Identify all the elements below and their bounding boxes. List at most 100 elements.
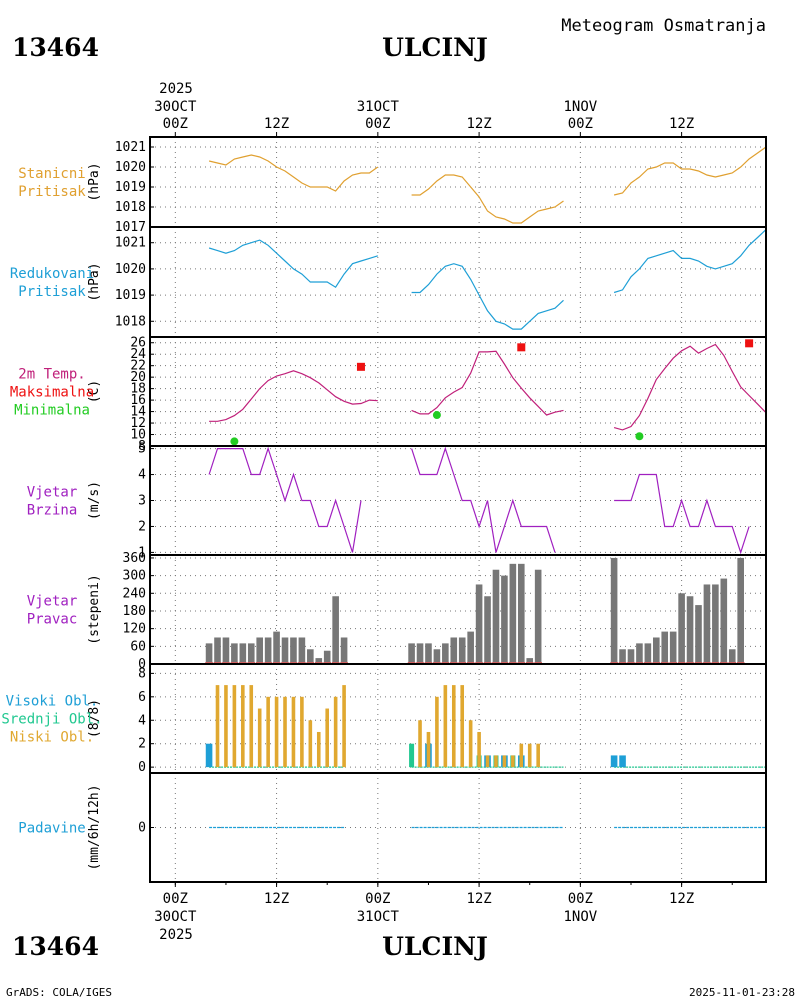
bottom-hour-label: 00Z (365, 891, 390, 907)
mid-cloud-bar (409, 743, 415, 768)
wind-direction-bar (264, 637, 272, 664)
y-axis-label: (8/8) (87, 699, 102, 738)
panel-title-line: Redukovani (10, 266, 94, 282)
y-tick-label: 1018 (115, 200, 146, 215)
y-tick-label: 1019 (115, 180, 146, 195)
series-line (411, 174, 564, 224)
low-cloud-bar (494, 755, 498, 768)
y-tick-label: 16 (130, 393, 146, 408)
low-cloud-bar (316, 731, 321, 768)
y-tick-label: 4 (138, 713, 146, 728)
y-tick-label: 6 (138, 690, 146, 705)
wind-direction-bar (644, 643, 652, 664)
top-date-label: 31OCT (357, 99, 400, 115)
top-hour-label: 00Z (365, 116, 390, 132)
y-tick-label: 240 (123, 586, 146, 601)
bottom-hour-label: 12Z (264, 891, 289, 907)
wind-direction-bar (433, 649, 441, 664)
wind-direction-bar (526, 658, 534, 664)
low-cloud-bar (249, 685, 254, 768)
panel-wind_speed: 1 2 3 4 5 (m/s) Vjetar Brzina (27, 442, 767, 560)
high-cloud-bar (205, 743, 213, 768)
bottom-date-label: 1NOV (563, 909, 597, 925)
bottom-time-axis: 2025 00Z 30OCT 12Z 00Z 31OCT 12Z 00Z 1NOV 12Z (154, 882, 733, 943)
low-cloud-bar (460, 685, 465, 768)
panel-title-line: Vjetar (27, 594, 78, 610)
low-cloud-bar (274, 696, 279, 768)
wind-direction-bar (475, 584, 483, 664)
low-cloud-bar (485, 755, 490, 768)
panel-title-line: Niski Obl. (10, 730, 94, 746)
series-line (411, 350, 564, 416)
low-cloud-bar (215, 685, 220, 768)
low-cloud-bar (519, 743, 524, 768)
wind-direction-bar (661, 631, 669, 664)
panel-title-line: Maksimalna (10, 385, 94, 401)
wind-direction-bar (458, 637, 466, 664)
top-hour-label: 12Z (669, 116, 694, 132)
bottom-date-label: 30OCT (154, 909, 197, 925)
low-cloud-bar (435, 696, 439, 768)
y-tick-label: 10 (130, 428, 146, 443)
panels: 10171018101910201021(hPa)StanicniPritisa… (1, 136, 767, 883)
bottom-hour-label: 00Z (163, 891, 188, 907)
product-title: Meteogram Osmatranja (561, 16, 766, 36)
low-cloud-bar (536, 743, 540, 768)
wind-direction-bar (517, 563, 525, 664)
y-tick-label: 1020 (115, 262, 146, 277)
y-tick-label: 0 (138, 657, 146, 672)
station-name-top: ULCINJ (382, 33, 488, 62)
low-cloud-bar (511, 755, 515, 768)
y-tick-label: 1019 (115, 288, 146, 303)
series-line (613, 146, 767, 196)
max-temp-marker (356, 362, 365, 371)
panel-wind_direction: 0 60 120 180 240 300 360 (stepeni) Vjetar Pravac (27, 551, 767, 672)
min-temp-marker (432, 411, 441, 420)
wind-direction-bar (686, 596, 694, 664)
wind-direction-bar (467, 631, 474, 664)
top-hour-label: 00Z (568, 116, 593, 132)
y-tick-label: 8 (138, 439, 146, 454)
wind-direction-bar (214, 637, 221, 664)
panel-title-line: Srednji Obl. (1, 712, 102, 728)
wind-direction-bar (281, 637, 289, 664)
panel-reduced_pressure: 1018 1019 1020 1021 (hPa)Redukovani Pritisak (10, 226, 767, 338)
y-tick-label: 22 (130, 359, 146, 374)
wind-direction-bar (678, 593, 685, 664)
y-tick-label: 8 (138, 666, 146, 681)
y-tick-label: 180 (123, 604, 146, 619)
y-tick-label: 120 (123, 622, 146, 637)
wind-direction-bar (627, 649, 635, 664)
credit-label: GrADS: COLA/IGES (6, 986, 112, 999)
wind-direction-bar (534, 569, 542, 664)
y-tick-label: 4 (138, 468, 146, 483)
wind-direction-bar (619, 649, 626, 664)
series-line (208, 154, 379, 192)
y-tick-label: 0 (138, 821, 146, 836)
series-line (613, 343, 767, 431)
panel-title-line: Stanicni (18, 166, 85, 182)
max-temp-marker (517, 343, 526, 352)
low-cloud-bar (468, 720, 473, 768)
wind-direction-bar (290, 637, 297, 664)
wind-direction-bar (492, 569, 500, 664)
low-cloud-bar (266, 696, 270, 768)
y-tick-label: 0 (138, 760, 146, 775)
wind-direction-bar (737, 557, 744, 664)
low-cloud-bar (418, 720, 422, 768)
wind-direction-bar (273, 631, 280, 664)
wind-direction-bar (340, 637, 348, 664)
y-axis-label: (hPa) (87, 262, 102, 301)
wind-direction-bar (298, 637, 306, 664)
low-cloud-bar (527, 743, 532, 768)
y-tick-label: 24 (130, 347, 146, 362)
min-temp-marker (635, 432, 644, 441)
wind-direction-bar (247, 643, 255, 664)
y-tick-label: 1017 (115, 220, 146, 235)
top-hour-label: 00Z (163, 116, 188, 132)
low-cloud-bar (502, 755, 507, 768)
wind-direction-bar (728, 649, 736, 664)
